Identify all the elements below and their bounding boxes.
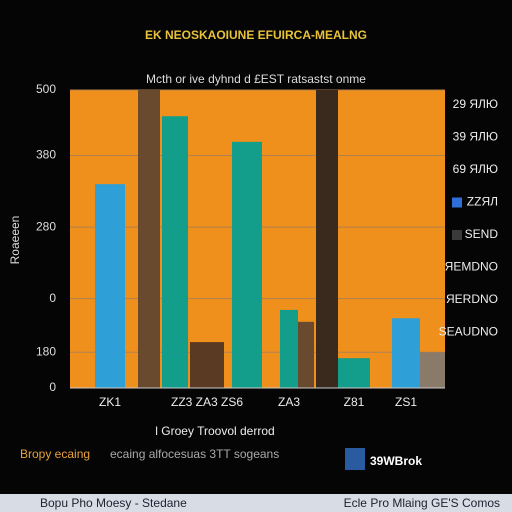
right-label: SEND [465, 227, 499, 241]
bar [316, 90, 338, 388]
bar [420, 352, 445, 388]
bar [190, 342, 224, 388]
brand: 39WBrok [370, 454, 422, 468]
bottom-right: Ecle Pro Mlaing GE'S Comos [344, 496, 500, 510]
y-tick-label: 380 [36, 148, 56, 162]
bar [162, 116, 188, 388]
bar [338, 358, 370, 388]
right-label: ZZЯЛ [467, 195, 498, 209]
y-tick-label: 0 [49, 291, 56, 305]
right-label: 69 ЯЛЮ [453, 162, 498, 176]
footer-title: Bropy ecaing [20, 447, 90, 461]
x-tick-label: ZS1 [395, 395, 417, 409]
footer-text: ecaing alfocesuas 3TT sogeans [110, 447, 279, 461]
bottom-left: Bopu Pho Moesy - Stedane [40, 496, 187, 510]
bar [280, 309, 298, 388]
chart-title: EK NEOSKAOIUNE EFUIRCA-MEALNG [145, 28, 367, 42]
bar [232, 141, 262, 388]
bar [138, 90, 160, 388]
legend-swatch [452, 197, 462, 208]
right-label: 29 ЯЛЮ [453, 97, 498, 111]
bar [392, 318, 420, 388]
y-tick-label: 180 [36, 344, 56, 358]
bar [298, 321, 314, 388]
chart-subtitle: Mcth or ive dyhnd d £EST ratsastst onme [146, 72, 366, 86]
x-tick-label: ZA3 [278, 395, 300, 409]
x-tick-label: Z81 [344, 395, 365, 409]
y-tick-label: 280 [36, 219, 56, 233]
x-axis-label: l Groey Troovol derrod [155, 424, 274, 438]
bar [95, 184, 125, 388]
y-tick-label: 500 [36, 82, 56, 96]
brand-icon [345, 448, 365, 470]
right-label: SEAUDNO [439, 325, 498, 339]
y-tick-label: 0 [49, 380, 56, 394]
legend-swatch [452, 230, 462, 240]
x-tick-label: ZZ3 ZA3 ZS6 [171, 395, 243, 409]
x-tick-label: ZK1 [99, 395, 121, 409]
footer-strip [0, 494, 512, 512]
right-label: ЯERDNO [446, 292, 498, 306]
right-label: 39 ЯЛЮ [453, 130, 498, 144]
y-axis-label: Roaeeen [8, 216, 22, 265]
right-label: ЯEMDNO [445, 260, 498, 274]
